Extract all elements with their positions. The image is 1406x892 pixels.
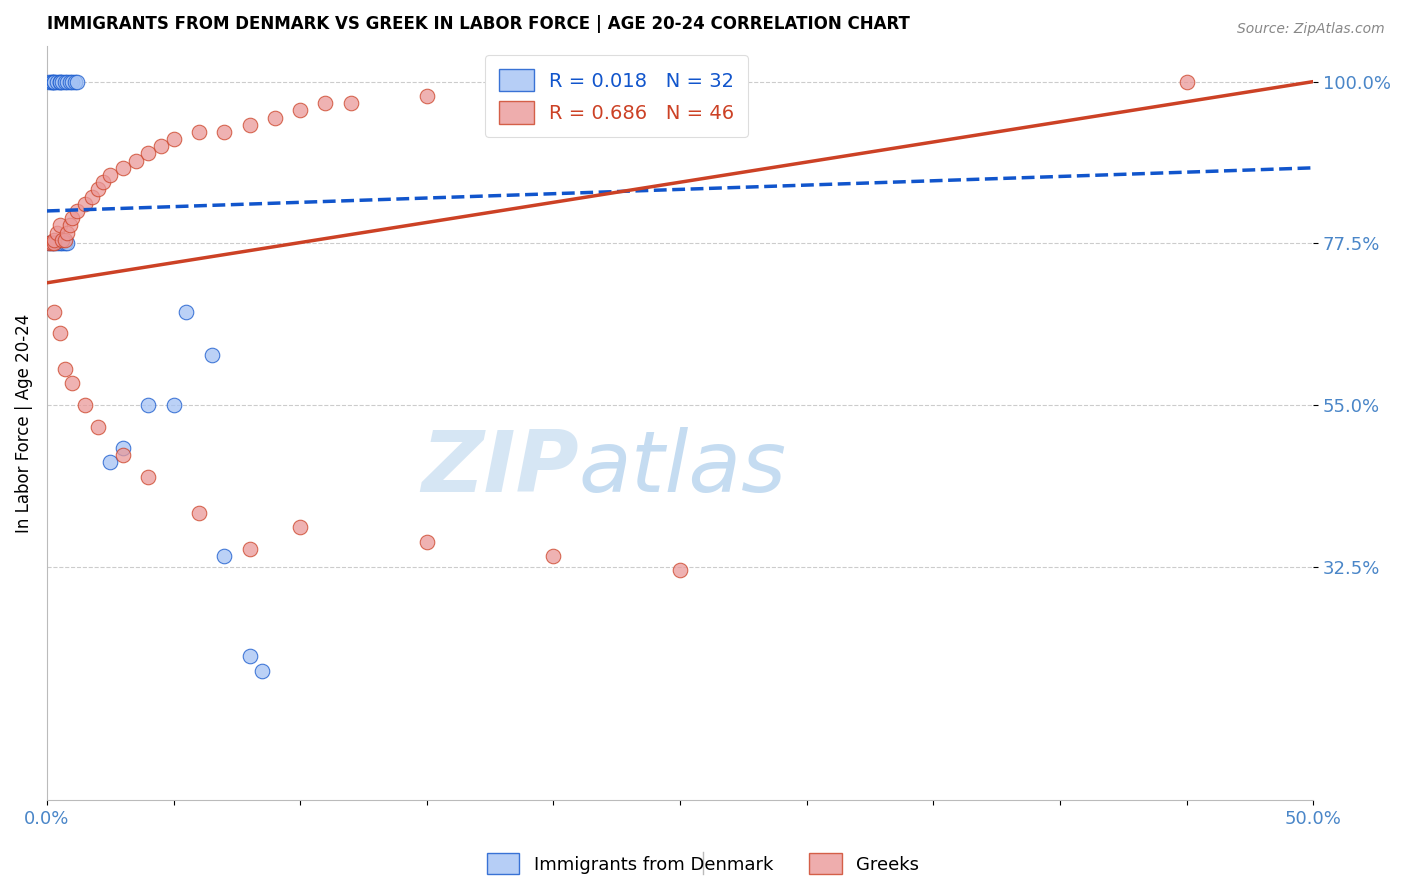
- Text: IMMIGRANTS FROM DENMARK VS GREEK IN LABOR FORCE | AGE 20-24 CORRELATION CHART: IMMIGRANTS FROM DENMARK VS GREEK IN LABO…: [46, 15, 910, 33]
- Point: [60, 376, 83, 391]
- Point: [51, 74, 73, 88]
- Point: [63, 74, 86, 88]
- Point: [162, 132, 184, 146]
- Point: [41, 236, 63, 251]
- Point: [59, 219, 82, 233]
- Point: [46, 74, 69, 88]
- Point: [543, 82, 565, 96]
- Point: [136, 398, 159, 412]
- Point: [98, 168, 121, 182]
- Point: [44, 233, 66, 247]
- Point: [41, 74, 63, 88]
- Point: [66, 74, 89, 88]
- Point: [340, 96, 363, 111]
- Point: [38, 236, 60, 251]
- Point: [51, 236, 73, 251]
- Point: [53, 233, 76, 247]
- Point: [59, 74, 82, 88]
- Point: [212, 549, 235, 563]
- Point: [124, 153, 146, 168]
- Point: [38, 236, 60, 251]
- Point: [187, 125, 209, 139]
- Point: [136, 146, 159, 161]
- Point: [51, 233, 73, 247]
- Point: [44, 236, 66, 251]
- Point: [48, 219, 70, 233]
- Point: [53, 236, 76, 251]
- Point: [56, 236, 79, 251]
- Point: [111, 448, 134, 462]
- Point: [56, 74, 79, 88]
- Point: [238, 541, 260, 556]
- Point: [1175, 74, 1198, 88]
- Point: [73, 398, 96, 412]
- Point: [149, 139, 172, 153]
- Point: [41, 74, 63, 88]
- Text: ZIP: ZIP: [422, 426, 579, 509]
- Point: [46, 236, 69, 251]
- Point: [82, 189, 104, 203]
- Point: [38, 74, 60, 88]
- Point: [98, 455, 121, 469]
- Point: [56, 226, 79, 240]
- Point: [91, 175, 114, 189]
- Text: Source: ZipAtlas.com: Source: ZipAtlas.com: [1237, 22, 1385, 37]
- Point: [416, 534, 439, 549]
- Point: [238, 649, 260, 664]
- Point: [60, 74, 83, 88]
- Point: [669, 563, 692, 577]
- Point: [174, 304, 197, 318]
- Point: [263, 111, 285, 125]
- Point: [66, 203, 89, 218]
- Point: [315, 96, 337, 111]
- Point: [288, 103, 311, 118]
- Point: [44, 236, 66, 251]
- Point: [416, 89, 439, 103]
- Text: atlas: atlas: [579, 426, 787, 509]
- Point: [48, 74, 70, 88]
- Point: [48, 236, 70, 251]
- Point: [288, 520, 311, 534]
- Point: [212, 125, 235, 139]
- Point: [46, 226, 69, 240]
- Y-axis label: In Labor Force | Age 20-24: In Labor Force | Age 20-24: [15, 313, 32, 533]
- Point: [162, 398, 184, 412]
- Legend: R = 0.018   N = 32, R = 0.686   N = 46: R = 0.018 N = 32, R = 0.686 N = 46: [485, 55, 748, 137]
- Point: [48, 326, 70, 340]
- Point: [187, 506, 209, 520]
- Point: [111, 161, 134, 175]
- Point: [53, 362, 76, 376]
- Point: [60, 211, 83, 226]
- Point: [136, 470, 159, 484]
- Legend: Immigrants from Denmark, Greeks: Immigrants from Denmark, Greeks: [478, 844, 928, 883]
- Point: [111, 441, 134, 455]
- Point: [44, 304, 66, 318]
- Point: [200, 348, 222, 362]
- Point: [250, 664, 273, 678]
- Point: [41, 236, 63, 251]
- Point: [53, 74, 76, 88]
- Point: [73, 196, 96, 211]
- Point: [86, 182, 108, 196]
- Point: [86, 419, 108, 434]
- Point: [44, 74, 66, 88]
- Point: [238, 118, 260, 132]
- Point: [44, 74, 66, 88]
- Point: [543, 549, 565, 563]
- Point: [48, 74, 70, 88]
